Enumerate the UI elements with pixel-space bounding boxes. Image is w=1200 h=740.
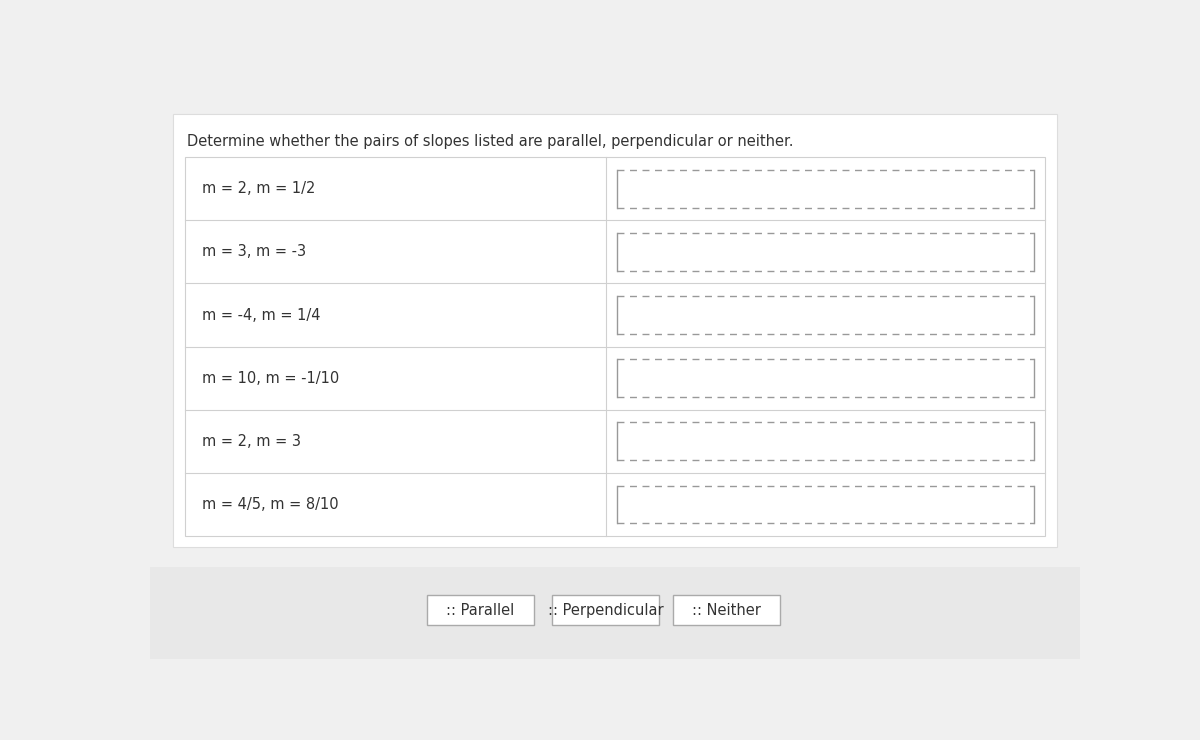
Bar <box>552 596 659 625</box>
Text: m = 3, m = -3: m = 3, m = -3 <box>202 244 306 260</box>
Bar <box>173 115 1057 548</box>
Text: :: Parallel: :: Parallel <box>446 602 515 618</box>
Bar <box>673 596 780 625</box>
Text: Determine whether the pairs of slopes listed are parallel, perpendicular or neit: Determine whether the pairs of slopes li… <box>187 135 793 149</box>
Text: m = 2, m = 3: m = 2, m = 3 <box>202 434 301 449</box>
Bar <box>427 596 534 625</box>
Text: :: Perpendicular: :: Perpendicular <box>548 602 664 618</box>
Text: m = 4/5, m = 8/10: m = 4/5, m = 8/10 <box>202 497 338 512</box>
Text: m = 10, m = -1/10: m = 10, m = -1/10 <box>202 371 340 386</box>
Text: :: Neither: :: Neither <box>692 602 761 618</box>
Text: m = 2, m = 1/2: m = 2, m = 1/2 <box>202 181 316 196</box>
Bar <box>185 157 1045 536</box>
Text: m = -4, m = 1/4: m = -4, m = 1/4 <box>202 308 320 323</box>
Bar <box>150 568 1080 659</box>
